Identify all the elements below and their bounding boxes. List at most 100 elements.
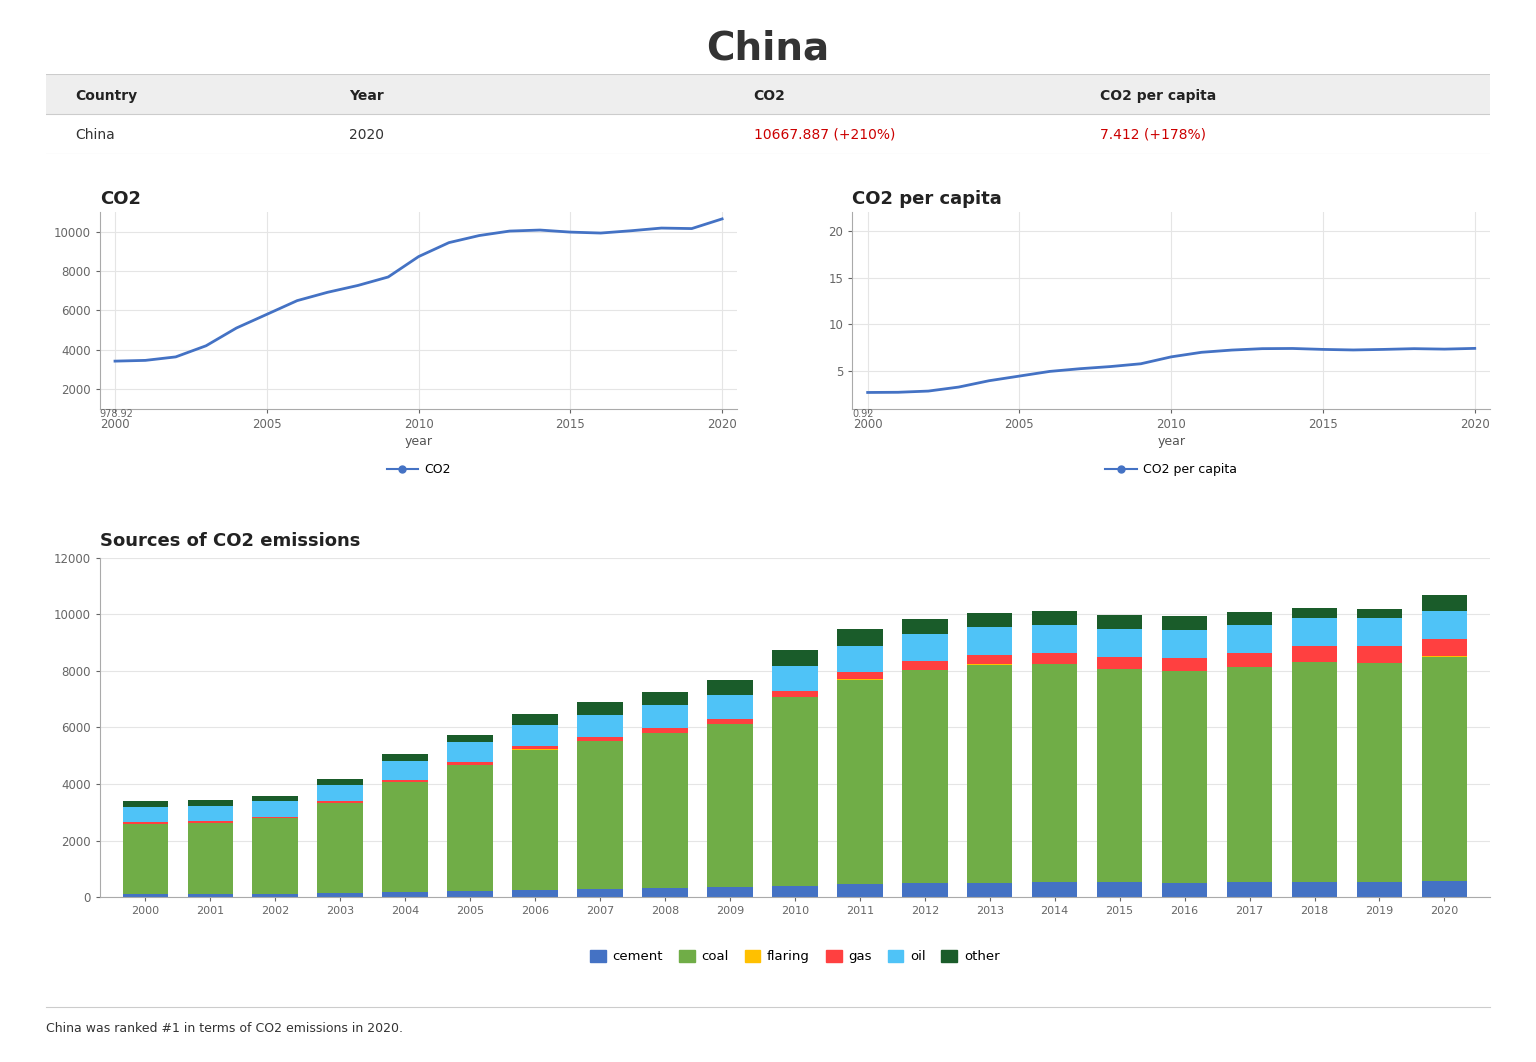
Bar	[642, 705, 688, 729]
Bar	[252, 801, 298, 817]
Bar	[968, 883, 1012, 897]
Bar	[837, 630, 883, 646]
Bar	[1292, 647, 1338, 662]
Text: China was ranked #1 in terms of CO2 emissions in 2020.: China was ranked #1 in terms of CO2 emis…	[46, 1022, 402, 1034]
Bar	[1227, 667, 1272, 883]
Bar	[1422, 881, 1467, 897]
Bar	[123, 894, 167, 897]
X-axis label: year: year	[404, 435, 433, 448]
Bar	[707, 724, 753, 887]
Bar	[1032, 626, 1077, 653]
Bar	[187, 823, 233, 894]
Bar	[1097, 657, 1143, 669]
Bar	[968, 654, 1012, 664]
Text: 0.92: 0.92	[852, 409, 874, 418]
Text: CO2 per capita: CO2 per capita	[852, 190, 1001, 208]
Bar	[1356, 663, 1402, 881]
Bar	[187, 821, 233, 823]
Bar	[902, 670, 948, 884]
Bar	[123, 824, 167, 894]
Text: 7.412 (+178%): 7.412 (+178%)	[1100, 127, 1206, 142]
Bar	[318, 785, 362, 802]
Bar	[707, 887, 753, 897]
Bar	[968, 613, 1012, 627]
Bar	[1422, 596, 1467, 611]
Legend: CO2: CO2	[381, 459, 456, 481]
Bar	[773, 650, 817, 666]
Bar	[1161, 671, 1207, 883]
Bar	[1161, 883, 1207, 897]
Bar	[123, 801, 167, 807]
Bar	[1292, 618, 1338, 647]
Bar	[1032, 883, 1077, 897]
Bar	[1292, 881, 1338, 897]
Bar	[513, 725, 558, 747]
Bar	[447, 763, 493, 765]
Bar	[578, 715, 622, 737]
Bar	[1356, 610, 1402, 618]
Bar	[1227, 613, 1272, 624]
X-axis label: year: year	[1157, 435, 1186, 448]
Legend: CO2 per capita: CO2 per capita	[1100, 459, 1243, 481]
Bar	[578, 741, 622, 889]
Bar	[252, 819, 298, 894]
Bar	[578, 702, 622, 715]
Bar	[707, 695, 753, 719]
Bar	[382, 761, 429, 780]
Bar	[773, 691, 817, 697]
Bar	[447, 735, 493, 742]
Bar	[252, 817, 298, 818]
Text: Sources of CO2 emissions: Sources of CO2 emissions	[100, 532, 361, 550]
Bar	[513, 890, 558, 897]
Bar	[902, 662, 948, 670]
Bar	[1422, 611, 1467, 639]
Bar	[382, 892, 429, 897]
Bar	[968, 627, 1012, 654]
Bar	[513, 747, 558, 750]
Bar	[447, 765, 493, 891]
Bar	[1032, 665, 1077, 883]
Bar	[123, 822, 167, 824]
Bar	[1422, 639, 1467, 656]
Bar	[187, 800, 233, 806]
Bar	[252, 795, 298, 801]
Text: CO2: CO2	[754, 89, 785, 103]
Bar	[902, 619, 948, 634]
Legend: cement, coal, flaring, gas, oil, other: cement, coal, flaring, gas, oil, other	[585, 945, 1005, 969]
Bar	[318, 893, 362, 897]
Bar	[578, 889, 622, 897]
Bar	[1356, 618, 1402, 646]
Bar	[642, 733, 688, 888]
Bar	[1227, 653, 1272, 667]
Bar	[642, 729, 688, 733]
Text: China: China	[707, 30, 829, 68]
Bar	[1097, 669, 1143, 883]
Bar	[578, 737, 622, 740]
Bar	[1356, 881, 1402, 897]
Bar	[252, 894, 298, 897]
Bar	[1161, 630, 1207, 657]
Bar	[642, 888, 688, 897]
Bar	[837, 646, 883, 672]
Bar	[902, 884, 948, 897]
Text: CO2: CO2	[100, 190, 141, 208]
Bar	[318, 802, 362, 803]
Bar	[318, 803, 362, 893]
Bar	[1032, 612, 1077, 626]
Bar	[773, 666, 817, 691]
Bar	[1422, 657, 1467, 881]
FancyBboxPatch shape	[46, 74, 1490, 115]
Bar	[1161, 657, 1207, 670]
Bar	[382, 782, 429, 892]
Bar	[513, 714, 558, 725]
Bar	[382, 754, 429, 761]
Bar	[1227, 883, 1272, 897]
Bar	[1161, 616, 1207, 630]
Bar	[642, 691, 688, 705]
Bar	[773, 698, 817, 886]
Bar	[1227, 624, 1272, 653]
Bar	[447, 742, 493, 763]
Bar	[707, 680, 753, 695]
Bar	[1097, 629, 1143, 657]
Bar	[513, 750, 558, 890]
